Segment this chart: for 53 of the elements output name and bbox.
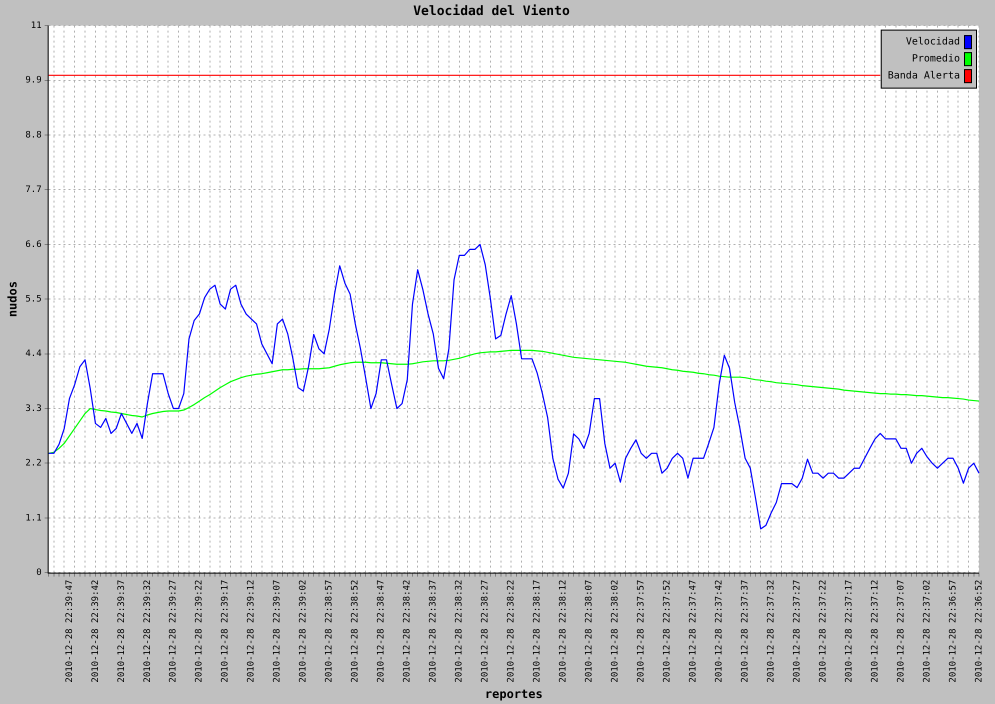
x-tick-label: 2010-12-28 22:38:42 [402, 580, 413, 683]
y-axis-title: nudos [5, 281, 20, 318]
x-tick-label: 2010-12-28 22:37:57 [636, 580, 647, 683]
x-tick-label: 2010-12-28 22:38:37 [428, 580, 439, 683]
x-tick-label: 2010-12-28 22:38:02 [610, 580, 621, 683]
x-tick-label: 2010-12-28 22:37:52 [662, 580, 672, 683]
x-tick-label: 2010-12-28 22:39:42 [90, 580, 101, 683]
x-tick-label: 2010-12-28 22:38:22 [506, 580, 517, 683]
x-tick-label: 2010-12-28 22:36:57 [948, 580, 958, 683]
x-tick-label: 2010-12-28 22:38:52 [350, 580, 361, 683]
x-tick-label: 2010-12-28 22:38:57 [324, 580, 335, 683]
x-tick-label: 2010-12-28 22:38:27 [480, 580, 491, 683]
x-tick-label: 2010-12-28 22:37:02 [922, 580, 932, 683]
legend-label: Banda Alerta [888, 70, 960, 82]
legend-label: Promedio [912, 54, 960, 65]
y-tick-label: 7.7 [25, 185, 42, 196]
y-tick-label: 9.9 [25, 76, 42, 86]
chart-title: Velocidad del Viento [413, 4, 570, 20]
y-tick-label: 1.1 [25, 513, 42, 524]
x-tick-label: 2010-12-28 22:38:32 [454, 580, 465, 683]
x-tick-label: 2010-12-28 22:39:12 [246, 580, 257, 683]
x-tick-label: 2010-12-28 22:38:47 [376, 580, 387, 683]
x-tick-label: 2010-12-28 22:37:47 [688, 580, 698, 683]
x-tick-label: 2010-12-28 22:37:22 [818, 580, 828, 683]
x-tick-label: 2010-12-28 22:36:52 [974, 580, 984, 683]
y-tick-label: 8.8 [25, 130, 42, 140]
y-tick-label: 3.3 [25, 404, 42, 414]
x-tick-label: 2010-12-28 22:37:12 [870, 580, 880, 683]
x-tick-label: 2010-12-28 22:37:32 [766, 580, 776, 683]
x-tick-label: 2010-12-28 22:39:02 [298, 580, 309, 683]
x-tick-label: 2010-12-28 22:37:37 [740, 580, 750, 683]
y-tick-label: 5.5 [25, 294, 42, 304]
y-tick-label: 2.2 [25, 458, 42, 469]
x-tick-label: 2010-12-28 22:39:17 [220, 580, 231, 683]
legend-label: Velocidad [906, 36, 960, 48]
x-tick-label: 2010-12-28 22:37:17 [844, 580, 854, 683]
x-tick-label: 2010-12-28 22:39:27 [168, 580, 179, 683]
x-tick-label: 2010-12-28 22:38:17 [532, 580, 543, 683]
x-tick-label: 2010-12-28 22:38:07 [584, 580, 595, 683]
x-tick-label: 2010-12-28 22:39:37 [116, 580, 127, 683]
x-axis-title: reportes [484, 686, 543, 701]
y-tick-label: 6.6 [25, 240, 42, 250]
y-tick-label: 4.4 [25, 349, 42, 360]
x-tick-label: 2010-12-28 22:39:22 [194, 580, 205, 683]
x-tick-label: 2010-12-28 22:37:27 [792, 580, 802, 683]
x-tick-label: 2010-12-28 22:39:07 [272, 580, 283, 683]
x-tick-label: 2010-12-28 22:37:42 [714, 580, 724, 683]
x-tick-label: 2010-12-28 22:37:07 [896, 580, 906, 683]
y-tick-label: 0 [36, 568, 42, 578]
x-tick-label: 2010-12-28 22:39:32 [142, 580, 153, 683]
x-tick-label: 2010-12-28 22:39:47 [64, 580, 75, 683]
x-tick-label: 2010-12-28 22:38:12 [558, 580, 569, 683]
y-tick-label: 11 [30, 20, 42, 31]
